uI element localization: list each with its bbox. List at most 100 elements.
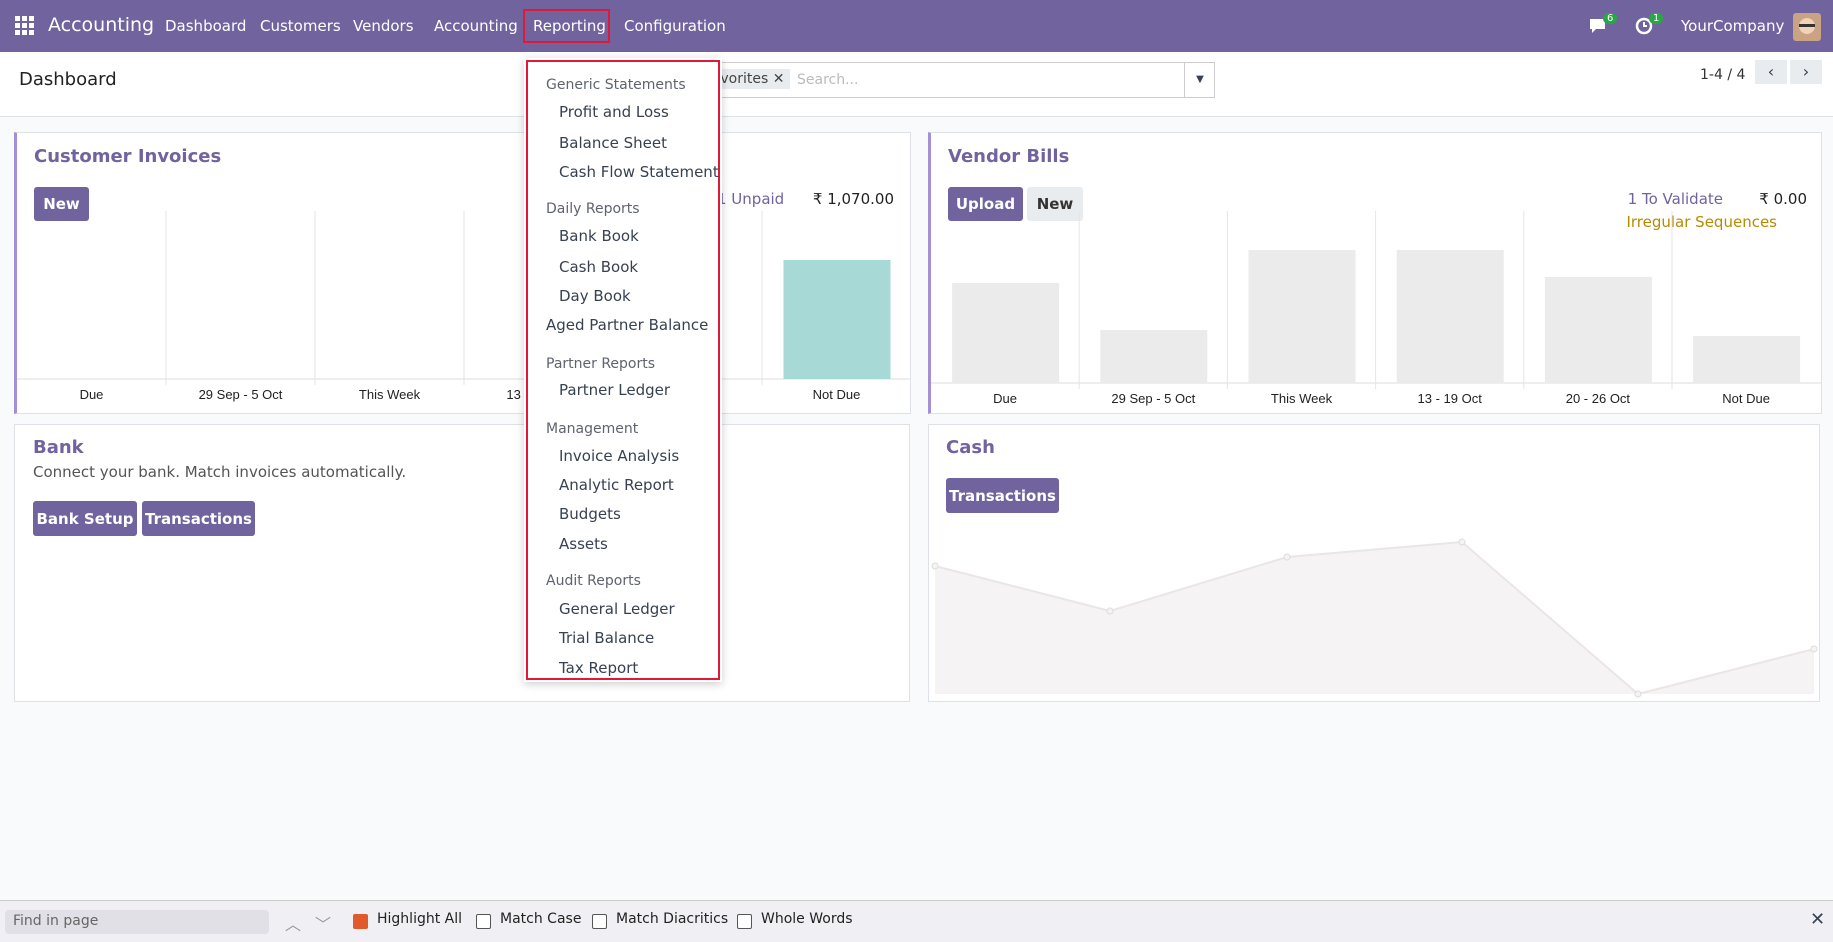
checkbox[interactable] bbox=[737, 914, 752, 929]
x-label: Due bbox=[993, 391, 1017, 406]
bar bbox=[1544, 277, 1652, 383]
navbar: Accounting 6 1 YourCompany Dashboard Cust… bbox=[0, 0, 1833, 52]
apps-icon[interactable] bbox=[15, 16, 35, 36]
upload-button[interactable]: Upload bbox=[948, 187, 1023, 221]
nav-menu[interactable]: Vendors bbox=[353, 17, 414, 35]
activity-badge: 1 bbox=[1649, 13, 1664, 24]
checkbox[interactable] bbox=[592, 914, 607, 929]
reporting-dropdown: Generic Statements Profit and Loss Balance… bbox=[524, 58, 722, 682]
to-validate-link[interactable]: 1 To Validate bbox=[1627, 190, 1723, 208]
search-toggle[interactable]: ▼ bbox=[1184, 63, 1215, 97]
menu-item[interactable]: Invoice Analysis bbox=[559, 447, 680, 465]
menu-item[interactable]: Cash Flow Statement bbox=[559, 163, 719, 181]
bar bbox=[952, 283, 1060, 383]
app-name[interactable]: Accounting bbox=[48, 14, 155, 36]
activity-icon[interactable] bbox=[1634, 16, 1656, 38]
new-button[interactable]: New bbox=[1027, 187, 1083, 221]
messages-icon[interactable] bbox=[1588, 16, 1610, 36]
pager: 1-4 / 4 bbox=[1700, 67, 1746, 83]
chart: Due 29 Sep - 5 Oct This Week 13 - 19 Oct 20 … bbox=[931, 211, 1821, 406]
menu-item[interactable]: Day Book bbox=[559, 287, 631, 305]
x-label: This Week bbox=[359, 387, 421, 402]
x-label: Due bbox=[80, 387, 104, 402]
unpaid-amount: ₹ 1,070.00 bbox=[812, 190, 894, 208]
x-label: This Week bbox=[1271, 391, 1333, 406]
customer-invoices-card: Customer Invoices New 1 Unpaid ₹ 1,070.0… bbox=[14, 132, 911, 414]
checkbox[interactable] bbox=[353, 914, 368, 929]
find-close[interactable]: ✕ bbox=[1810, 909, 1826, 930]
cash-graph bbox=[931, 538, 1818, 698]
find-placeholder: Find in page bbox=[13, 913, 99, 929]
company-name[interactable]: YourCompany bbox=[1681, 17, 1785, 35]
bar bbox=[1100, 330, 1208, 383]
checkbox[interactable] bbox=[476, 914, 491, 929]
messages-badge: 6 bbox=[1603, 13, 1618, 24]
unpaid-link[interactable]: 1 Unpaid bbox=[717, 190, 785, 208]
bar bbox=[1248, 250, 1356, 383]
new-button[interactable]: New bbox=[34, 187, 89, 221]
card-title[interactable]: Cash bbox=[946, 437, 995, 458]
menu-item[interactable]: Balance Sheet bbox=[559, 134, 667, 152]
menu-header: Audit Reports bbox=[546, 573, 641, 589]
highlight-box bbox=[523, 9, 610, 43]
option-label[interactable]: Match Case bbox=[500, 911, 582, 927]
bar bbox=[783, 260, 891, 379]
x-label: Not Due bbox=[1722, 391, 1770, 406]
menu-header: Generic Statements bbox=[546, 77, 686, 93]
card-title[interactable]: Bank bbox=[33, 437, 84, 458]
nav-menu[interactable]: Configuration bbox=[624, 17, 726, 35]
x-label: 29 Sep - 5 Oct bbox=[199, 387, 283, 402]
bank-setup-button[interactable]: Bank Setup bbox=[33, 501, 137, 536]
find-bar: Find in page ︿ ﹀ ✕ Highlight All Match Ca… bbox=[0, 900, 1833, 942]
x-label: 13 - 19 Oct bbox=[1418, 391, 1483, 406]
bank-card: Bank Connect your bank. Match invoices a… bbox=[14, 424, 910, 702]
find-next[interactable]: ﹀ bbox=[315, 915, 332, 934]
menu-item[interactable]: Assets bbox=[559, 535, 608, 553]
option-label[interactable]: Highlight All bbox=[377, 911, 463, 927]
x-label: 20 - 26 Oct bbox=[1566, 391, 1631, 406]
pager-next[interactable]: › bbox=[1790, 60, 1822, 84]
transactions-button[interactable]: Transactions bbox=[946, 478, 1059, 513]
to-validate-amount: ₹ 0.00 bbox=[1759, 190, 1807, 208]
option-label[interactable]: Whole Words bbox=[761, 911, 853, 927]
menu-header: Partner Reports bbox=[546, 356, 656, 372]
menu-item[interactable]: Bank Book bbox=[559, 227, 639, 245]
menu-item[interactable]: Aged Partner Balance bbox=[546, 316, 709, 334]
vendor-bills-card: Vendor Bills Upload New 1 To Validate ₹ … bbox=[928, 132, 1822, 414]
find-input[interactable]: Find in page bbox=[5, 910, 269, 934]
menu-header: Management bbox=[546, 421, 639, 437]
menu-item[interactable]: Profit and Loss bbox=[559, 103, 669, 121]
control-panel: Dashboard Favorites ✕ Search... ▼ 1-4 / … bbox=[0, 52, 1833, 117]
pager-prev[interactable]: ‹ bbox=[1755, 60, 1787, 84]
menu-item[interactable]: Trial Balance bbox=[559, 629, 655, 647]
option-label[interactable]: Match Diacritics bbox=[616, 911, 729, 927]
menu-item[interactable]: Tax Report bbox=[559, 659, 639, 677]
menu-item[interactable]: Partner Ledger bbox=[559, 381, 671, 399]
breadcrumb: Dashboard bbox=[19, 69, 117, 90]
highlight-box bbox=[526, 60, 720, 680]
irregular-link[interactable]: Irregular Sequences bbox=[1626, 213, 1777, 231]
card-title[interactable]: Customer Invoices bbox=[34, 146, 222, 167]
nav-menu[interactable]: Customers bbox=[260, 17, 341, 35]
bar bbox=[1693, 336, 1801, 383]
x-label: Not Due bbox=[813, 387, 861, 402]
transactions-button[interactable]: Transactions bbox=[142, 501, 255, 536]
search-placeholder[interactable]: Search... bbox=[797, 72, 859, 88]
menu-header: Daily Reports bbox=[546, 201, 640, 217]
menu-item[interactable]: Cash Book bbox=[559, 258, 639, 276]
nav-menu[interactable]: Accounting bbox=[434, 17, 518, 35]
nav-menu[interactable]: Dashboard bbox=[165, 17, 247, 35]
avatar[interactable] bbox=[1793, 13, 1821, 41]
menu-item[interactable]: Analytic Report bbox=[559, 476, 674, 494]
menu-item[interactable]: Budgets bbox=[559, 505, 621, 523]
search-box[interactable]: Favorites ✕ Search... ▼ bbox=[690, 62, 1215, 98]
bank-description: Connect your bank. Match invoices automa… bbox=[33, 463, 407, 481]
card-title[interactable]: Vendor Bills bbox=[948, 146, 1070, 167]
menu-item[interactable]: General Ledger bbox=[559, 600, 675, 618]
nav-menu[interactable]: Reporting bbox=[533, 17, 606, 35]
x-label: 29 Sep - 5 Oct bbox=[1111, 391, 1195, 406]
cash-card: Cash Transactions bbox=[928, 424, 1820, 702]
find-prev[interactable]: ︿ bbox=[285, 915, 302, 934]
